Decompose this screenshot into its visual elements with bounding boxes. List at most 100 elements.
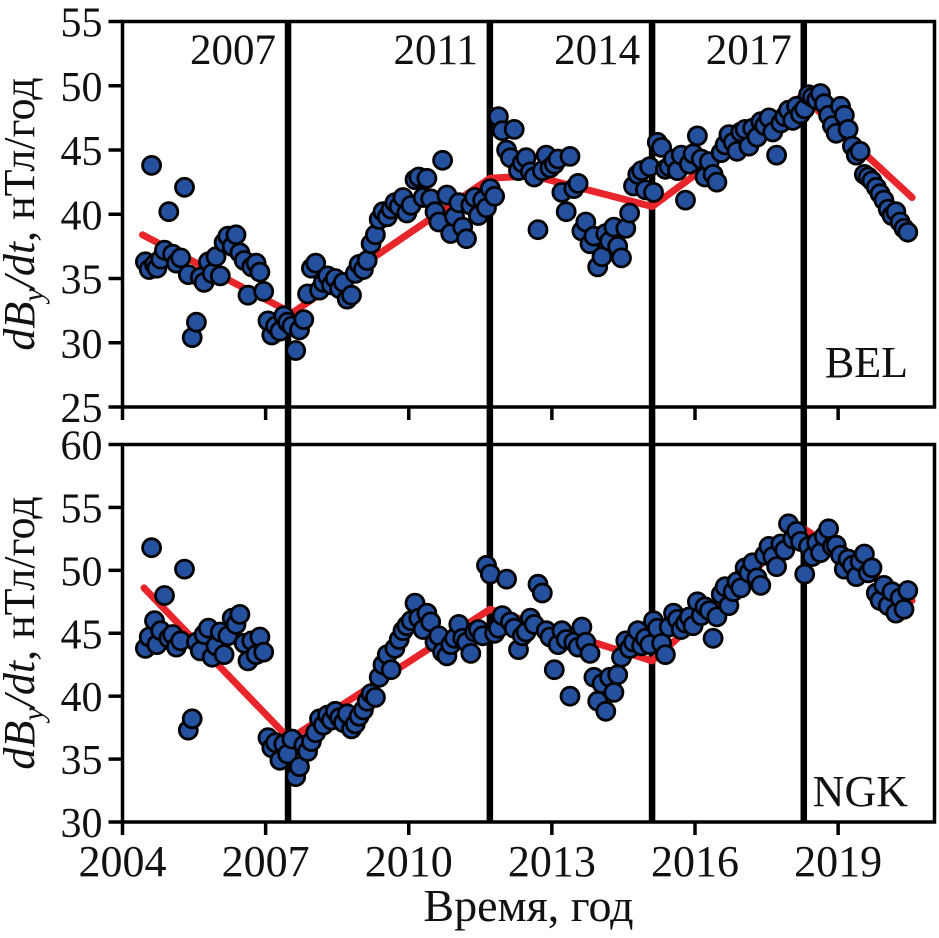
station-label-ngk: NGK bbox=[813, 767, 909, 816]
plot-area-bel bbox=[122, 21, 935, 407]
data-point bbox=[456, 228, 477, 250]
data-point bbox=[285, 340, 307, 361]
data-point bbox=[174, 558, 195, 580]
y-tick-label: 45 bbox=[61, 129, 103, 175]
data-point bbox=[253, 280, 275, 302]
data-point bbox=[293, 309, 315, 331]
data-point bbox=[158, 201, 180, 223]
data-point bbox=[849, 140, 871, 162]
data-point bbox=[364, 687, 386, 708]
data-point bbox=[185, 311, 207, 333]
data-point bbox=[141, 154, 163, 176]
y-tick-label: 55 bbox=[61, 1, 103, 47]
x-tick-label: 2004 bbox=[79, 837, 167, 886]
data-point bbox=[380, 659, 402, 681]
y-tick-label: 30 bbox=[61, 322, 103, 368]
y-axis-title-dt: /dt bbox=[0, 659, 44, 710]
data-point bbox=[861, 557, 883, 579]
data-point bbox=[897, 221, 919, 243]
data-point bbox=[794, 563, 816, 585]
x-tick-label: 2013 bbox=[508, 837, 596, 886]
y-axis-title-dB: dB bbox=[0, 721, 44, 770]
y-tick-label: 55 bbox=[61, 486, 103, 532]
y-axis-title-sub-y: y bbox=[17, 707, 50, 724]
y-tick-label: 60 bbox=[61, 424, 103, 470]
data-point bbox=[213, 644, 235, 665]
panel-border-bel bbox=[120, 19, 937, 409]
y-tick-label: 40 bbox=[61, 193, 103, 239]
data-point bbox=[603, 682, 625, 703]
data-point bbox=[766, 556, 787, 577]
data-point bbox=[432, 149, 454, 171]
data-point bbox=[559, 145, 581, 167]
x-tick-label: 2016 bbox=[651, 837, 739, 886]
y-tick-label: 35 bbox=[61, 738, 103, 784]
data-point bbox=[702, 627, 724, 649]
data-point bbox=[154, 585, 175, 606]
data-point bbox=[460, 643, 482, 664]
panel-border-ngk bbox=[120, 442, 937, 824]
y-axis-title-ngk: dBy/dt, нТл/год bbox=[0, 496, 50, 769]
data-point bbox=[543, 659, 565, 681]
data-point bbox=[341, 284, 362, 306]
x-tick-label: 2007 bbox=[222, 837, 310, 886]
x-tick-label: 2010 bbox=[365, 837, 453, 886]
data-point bbox=[706, 171, 728, 193]
data-point bbox=[579, 643, 601, 664]
data-point bbox=[611, 247, 632, 269]
y-axis-title-dt: /dt bbox=[0, 240, 44, 291]
data-point bbox=[893, 598, 915, 620]
data-point bbox=[503, 118, 525, 140]
data-point bbox=[897, 580, 919, 601]
epoch-label-2014: 2014 bbox=[554, 27, 640, 74]
data-point bbox=[567, 172, 589, 194]
data-point bbox=[766, 144, 787, 166]
epoch-label-2007: 2007 bbox=[190, 27, 276, 74]
scatter-series-ngk bbox=[134, 513, 919, 788]
data-point bbox=[229, 604, 251, 625]
data-point bbox=[209, 265, 231, 287]
x-tick-label: 2019 bbox=[794, 837, 882, 886]
y-axis-title-sub-y: y bbox=[17, 288, 50, 305]
data-point bbox=[559, 685, 581, 707]
y-tick-label: 40 bbox=[61, 675, 103, 721]
data-point bbox=[181, 708, 203, 730]
data-point bbox=[356, 250, 378, 271]
y-axis-title-units: , нТл/год bbox=[0, 77, 44, 241]
data-point bbox=[416, 167, 438, 189]
epoch-label-2011: 2011 bbox=[393, 27, 477, 74]
data-point bbox=[750, 575, 772, 596]
data-point bbox=[555, 201, 577, 223]
data-point bbox=[527, 219, 549, 241]
data-point bbox=[249, 261, 271, 283]
data-point bbox=[225, 224, 247, 246]
data-point bbox=[655, 644, 676, 665]
data-point bbox=[253, 641, 275, 663]
data-point bbox=[643, 181, 664, 203]
panel-ngk: 30 35 40 45 50 55 60 2004 2007 2010 2013 2016 2019 NG… bbox=[0, 424, 937, 886]
y-tick-label: 50 bbox=[61, 65, 103, 111]
data-point bbox=[141, 537, 163, 559]
y-tick-label: 30 bbox=[61, 801, 103, 847]
data-point bbox=[607, 664, 629, 686]
y-tick-label: 25 bbox=[61, 386, 103, 432]
y-tick-label: 35 bbox=[61, 258, 103, 304]
scatter-series-bel bbox=[134, 83, 919, 361]
y-axis-title-units: , нТл/год bbox=[0, 496, 44, 660]
panel-bel: 25 30 35 40 45 50 55 BEL dBy/dt, нТл/год bbox=[0, 1, 937, 432]
data-point bbox=[305, 252, 327, 274]
data-point bbox=[837, 118, 859, 140]
data-point bbox=[170, 247, 192, 269]
data-point bbox=[619, 202, 640, 224]
data-point bbox=[484, 185, 506, 207]
data-point bbox=[174, 176, 195, 198]
data-point bbox=[496, 568, 518, 590]
y-axis-title-bel: dBy/dt, нТл/год bbox=[0, 77, 50, 350]
y-tick-label: 45 bbox=[61, 612, 103, 658]
data-point bbox=[531, 582, 553, 604]
data-point bbox=[687, 125, 708, 147]
data-point bbox=[595, 700, 617, 722]
x-axis-title: Время, год bbox=[423, 880, 633, 931]
